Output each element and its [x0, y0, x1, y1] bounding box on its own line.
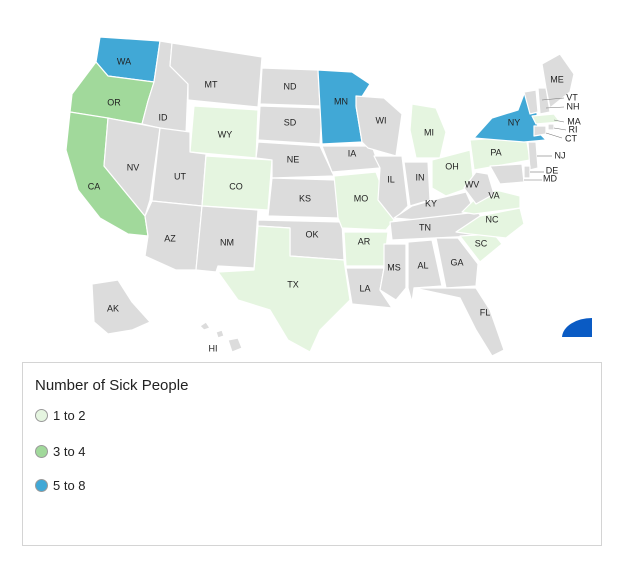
state-de[interactable] — [523, 165, 531, 179]
accent-shape-icon — [562, 318, 592, 337]
svg-text:TX: TX — [287, 279, 299, 289]
svg-text:MA: MA — [567, 116, 581, 126]
svg-text:OH: OH — [445, 161, 459, 171]
state-il[interactable] — [373, 155, 409, 221]
svg-text:NE: NE — [287, 154, 300, 164]
state-me[interactable] — [541, 53, 575, 109]
svg-text:SC: SC — [475, 238, 488, 248]
state-wi[interactable] — [355, 95, 403, 157]
legend-label: 1 to 2 — [53, 407, 86, 423]
legend-item-3-to-4[interactable]: 3 to 4 — [35, 443, 86, 459]
svg-text:ND: ND — [284, 81, 297, 91]
svg-text:MD: MD — [543, 173, 557, 183]
svg-text:NC: NC — [486, 214, 499, 224]
svg-text:HI: HI — [209, 343, 218, 353]
svg-text:WV: WV — [465, 179, 480, 189]
svg-text:MN: MN — [334, 96, 348, 106]
svg-text:KS: KS — [299, 193, 311, 203]
svg-text:AZ: AZ — [164, 233, 176, 243]
state-nj[interactable] — [527, 141, 539, 171]
svg-text:AL: AL — [417, 260, 428, 270]
legend-swatch-5-to-8 — [35, 478, 48, 492]
svg-text:VT: VT — [566, 92, 578, 102]
state-wv[interactable] — [463, 171, 495, 205]
state-ri[interactable] — [547, 123, 555, 131]
svg-text:DE: DE — [546, 165, 559, 175]
state-ct[interactable] — [533, 125, 547, 137]
state-ma[interactable] — [531, 113, 561, 125]
state-nm[interactable] — [195, 205, 259, 273]
state-hi[interactable] — [199, 321, 243, 353]
state-in[interactable] — [403, 161, 431, 207]
svg-text:NJ: NJ — [555, 150, 566, 160]
svg-text:CA: CA — [88, 181, 101, 191]
svg-text:IL: IL — [387, 174, 395, 184]
svg-text:KY: KY — [425, 198, 437, 208]
legend-item-5-to-8[interactable]: 5 to 8 — [35, 477, 86, 493]
state-fl[interactable] — [413, 287, 505, 357]
svg-text:IA: IA — [348, 148, 357, 158]
state-nc[interactable] — [455, 207, 525, 239]
svg-text:ME: ME — [550, 74, 564, 84]
svg-text:OK: OK — [305, 229, 318, 239]
svg-text:SD: SD — [284, 117, 297, 127]
svg-text:AK: AK — [107, 303, 119, 313]
svg-text:WI: WI — [376, 115, 387, 125]
legend-panel: Number of Sick People 1 to 2 3 to 4 5 to… — [22, 362, 602, 546]
svg-text:TN: TN — [419, 222, 431, 232]
svg-text:IN: IN — [416, 172, 425, 182]
state-vt[interactable] — [523, 89, 539, 115]
svg-text:UT: UT — [174, 171, 186, 181]
state-ak[interactable] — [91, 279, 151, 335]
legend-swatch-1-to-2 — [35, 408, 48, 422]
state-la[interactable] — [345, 267, 393, 309]
legend-swatch-3-to-4 — [35, 444, 48, 458]
state-nv[interactable] — [103, 117, 161, 217]
legend-item-1-to-2[interactable]: 1 to 2 — [35, 407, 86, 423]
svg-text:NH: NH — [567, 101, 580, 111]
state-ms[interactable] — [379, 243, 407, 301]
svg-text:LA: LA — [359, 283, 370, 293]
svg-text:ID: ID — [159, 112, 169, 122]
svg-text:NY: NY — [508, 117, 521, 127]
us-choropleth-map: WA OR CA ID NV MT WY UT CO AZ NM ND SD N… — [65, 36, 592, 357]
state-md[interactable] — [489, 163, 525, 185]
legend-label: 5 to 8 — [53, 477, 86, 493]
svg-text:WY: WY — [218, 129, 233, 139]
legend-title: Number of Sick People — [35, 377, 189, 394]
svg-text:PA: PA — [490, 147, 501, 157]
state-mt[interactable] — [169, 42, 263, 108]
legend-label: 3 to 4 — [53, 443, 86, 459]
state-tx[interactable] — [217, 225, 351, 353]
state-oh[interactable] — [431, 149, 475, 197]
svg-text:FL: FL — [480, 307, 491, 317]
state-labels: WA OR CA ID NV MT WY UT CO AZ NM ND SD N… — [88, 56, 581, 353]
svg-text:NM: NM — [220, 237, 234, 247]
svg-text:WA: WA — [117, 56, 131, 66]
state-co[interactable] — [201, 155, 273, 211]
svg-text:CO: CO — [229, 181, 243, 191]
svg-text:AR: AR — [358, 236, 371, 246]
svg-text:GA: GA — [450, 257, 463, 267]
svg-text:MS: MS — [387, 262, 401, 272]
svg-text:NV: NV — [127, 162, 140, 172]
svg-text:MO: MO — [354, 193, 369, 203]
svg-text:CT: CT — [565, 133, 577, 143]
state-ga[interactable] — [435, 237, 479, 289]
svg-text:MT: MT — [205, 79, 218, 89]
svg-text:MI: MI — [424, 127, 434, 137]
svg-text:RI: RI — [569, 124, 578, 134]
svg-text:VA: VA — [488, 190, 499, 200]
state-sd[interactable] — [257, 105, 323, 145]
svg-text:OR: OR — [107, 97, 121, 107]
